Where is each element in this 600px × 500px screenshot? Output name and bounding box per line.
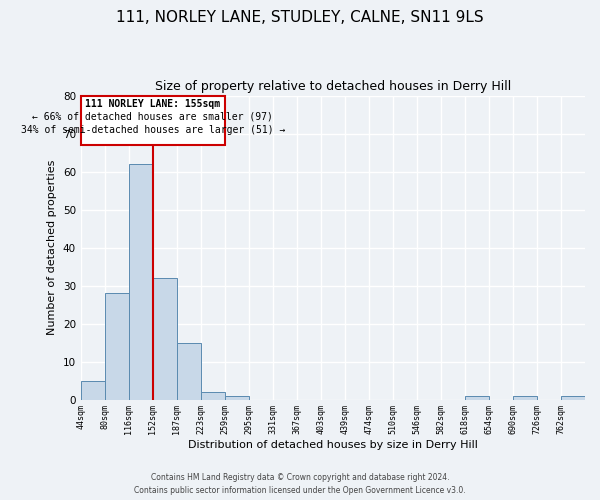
Text: 111, NORLEY LANE, STUDLEY, CALNE, SN11 9LS: 111, NORLEY LANE, STUDLEY, CALNE, SN11 9… — [116, 10, 484, 25]
Bar — [513, 396, 537, 400]
Title: Size of property relative to detached houses in Derry Hill: Size of property relative to detached ho… — [155, 80, 511, 93]
Bar — [225, 396, 249, 400]
Bar — [177, 342, 201, 400]
Y-axis label: Number of detached properties: Number of detached properties — [47, 160, 57, 336]
Bar — [81, 380, 105, 400]
Text: ← 66% of detached houses are smaller (97): ← 66% of detached houses are smaller (97… — [32, 112, 273, 122]
Text: Contains HM Land Registry data © Crown copyright and database right 2024.
Contai: Contains HM Land Registry data © Crown c… — [134, 473, 466, 495]
Text: 111 NORLEY LANE: 155sqm: 111 NORLEY LANE: 155sqm — [85, 99, 220, 109]
Bar — [201, 392, 225, 400]
Bar — [465, 396, 489, 400]
Text: 34% of semi-detached houses are larger (51) →: 34% of semi-detached houses are larger (… — [20, 125, 285, 135]
FancyBboxPatch shape — [81, 96, 225, 145]
X-axis label: Distribution of detached houses by size in Derry Hill: Distribution of detached houses by size … — [188, 440, 478, 450]
Bar — [153, 278, 177, 400]
Bar — [561, 396, 585, 400]
Bar — [129, 164, 153, 400]
Bar — [105, 293, 129, 400]
